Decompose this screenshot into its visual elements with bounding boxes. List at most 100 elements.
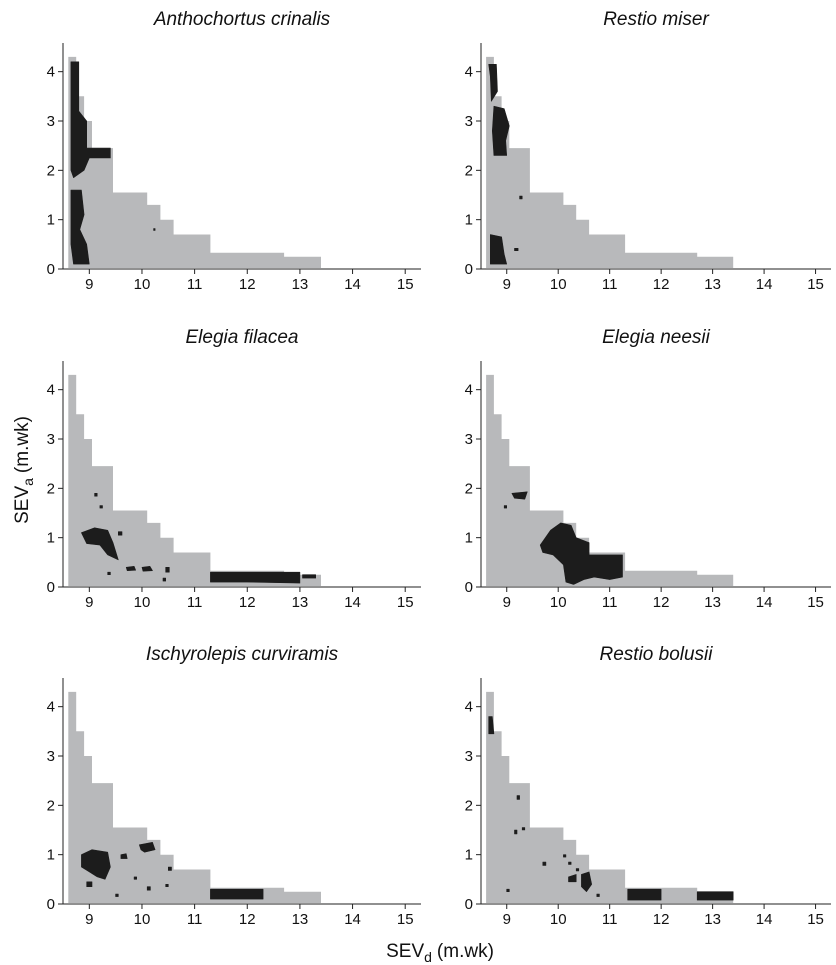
- presence-area-2: [70, 189, 90, 265]
- y-tick-label: 0: [47, 896, 55, 913]
- presence-area-8: [118, 531, 123, 536]
- x-tick-label: 10: [134, 594, 151, 611]
- envelope-area: [68, 691, 321, 903]
- x-tick-label: 14: [344, 911, 361, 928]
- presence-area-8: [146, 886, 151, 891]
- x-tick-label: 12: [239, 911, 256, 928]
- x-tick-label: 15: [807, 911, 824, 928]
- y-tick-label: 4: [465, 382, 473, 399]
- y-tick-label: 4: [465, 64, 473, 81]
- presence-area-5: [514, 248, 519, 251]
- x-tick-label: 11: [187, 911, 203, 928]
- y-tick-label: 3: [465, 113, 473, 130]
- y-tick-label: 2: [47, 162, 55, 179]
- y-tick-label: 0: [465, 261, 473, 278]
- x-tick-label: 12: [653, 276, 670, 293]
- presence-area-1: [81, 849, 111, 880]
- y-tick-label: 2: [47, 480, 55, 497]
- x-axis-label: SEVd (m.wk): [386, 941, 494, 965]
- presence-area-2: [511, 491, 528, 500]
- presence-area-2: [210, 888, 264, 900]
- y-tick-label: 2: [47, 797, 55, 814]
- presence-area-3: [489, 234, 508, 265]
- presence-area-13: [506, 888, 510, 893]
- presence-area-12: [575, 868, 580, 872]
- y-tick-label: 0: [47, 579, 55, 596]
- presence-area-5: [568, 874, 577, 883]
- panel-title: Anthochortus crinalis: [153, 9, 331, 30]
- presence-area-2: [491, 105, 510, 156]
- x-tick-label: 12: [239, 276, 256, 293]
- x-tick-label: 9: [503, 911, 511, 928]
- x-tick-label: 11: [602, 594, 618, 611]
- y-tick-label: 0: [47, 261, 55, 278]
- x-tick-label: 13: [704, 594, 721, 611]
- y-tick-label: 1: [47, 212, 55, 229]
- presence-area-9: [542, 861, 547, 866]
- presence-area-8: [521, 827, 526, 831]
- x-tick-label: 13: [292, 276, 309, 293]
- x-tick-label: 11: [602, 276, 618, 293]
- y-tick-label: 3: [465, 431, 473, 448]
- panel-title: Ischyrolepis curviramis: [146, 644, 339, 665]
- x-tick-label: 14: [344, 276, 361, 293]
- x-tick-label: 9: [85, 911, 93, 928]
- presence-area-3: [503, 505, 508, 509]
- y-tick-label: 3: [47, 748, 55, 765]
- presence-area-10: [165, 883, 169, 888]
- envelope-area: [486, 691, 734, 903]
- presence-area-3: [210, 571, 301, 584]
- presence-area-2: [627, 888, 662, 901]
- presence-area-3: [696, 891, 734, 901]
- x-tick-label: 11: [187, 276, 203, 293]
- presence-area-4: [120, 853, 128, 859]
- presence-area-5: [86, 881, 93, 888]
- y-tick-label: 4: [47, 64, 55, 81]
- y-tick-label: 1: [47, 530, 55, 547]
- x-tick-label: 14: [756, 594, 773, 611]
- envelope-area: [68, 56, 321, 269]
- presence-area-1: [81, 527, 119, 561]
- x-tick-label: 15: [397, 911, 414, 928]
- presence-area-3: [139, 841, 156, 853]
- x-tick-label: 9: [503, 276, 511, 293]
- x-tick-label: 11: [602, 911, 618, 928]
- x-tick-label: 9: [85, 594, 93, 611]
- x-tick-label: 10: [550, 276, 567, 293]
- presence-area-1: [539, 522, 623, 585]
- y-tick-label: 3: [47, 113, 55, 130]
- presence-area-1: [488, 716, 495, 735]
- y-tick-label: 2: [465, 480, 473, 497]
- presence-area-9: [115, 893, 119, 897]
- y-tick-label: 1: [465, 847, 473, 864]
- x-tick-label: 12: [653, 594, 670, 611]
- y-tick-label: 2: [465, 162, 473, 179]
- panel-title: Restio miser: [603, 9, 709, 30]
- envelope-area: [486, 374, 734, 586]
- x-tick-label: 10: [134, 276, 151, 293]
- presence-area-4: [519, 195, 523, 200]
- y-tick-label: 1: [47, 847, 55, 864]
- x-tick-label: 15: [807, 276, 824, 293]
- panel-title: Elegia neesii: [602, 327, 711, 348]
- presence-area-1: [488, 64, 498, 102]
- x-tick-label: 13: [704, 911, 721, 928]
- x-tick-label: 15: [397, 276, 414, 293]
- x-tick-label: 11: [187, 594, 203, 611]
- x-tick-label: 10: [550, 594, 567, 611]
- y-axis-label: SEVa(m.wk): [12, 416, 36, 524]
- presence-area-11: [568, 861, 572, 865]
- y-tick-label: 3: [465, 748, 473, 765]
- presence-area-5: [125, 565, 136, 572]
- y-tick-label: 0: [465, 579, 473, 596]
- y-tick-label: 1: [465, 212, 473, 229]
- panel-title: Restio bolusii: [600, 644, 714, 665]
- presence-area-7: [514, 829, 518, 835]
- x-tick-label: 12: [239, 594, 256, 611]
- x-tick-label: 9: [503, 594, 511, 611]
